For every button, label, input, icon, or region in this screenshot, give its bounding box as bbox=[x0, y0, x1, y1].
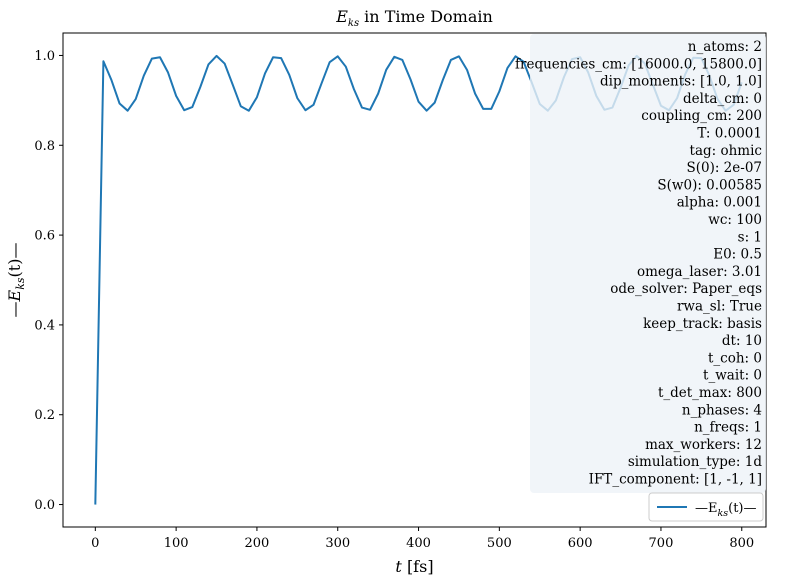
info-line: omega_laser: 3.01 bbox=[637, 264, 762, 280]
x-tick-label: 200 bbox=[245, 536, 270, 551]
info-line: T: 0.0001 bbox=[697, 126, 762, 142]
chart-title: Eks in Time Domain bbox=[335, 7, 493, 29]
x-tick-label: 500 bbox=[487, 536, 512, 551]
info-line: rwa_sl: True bbox=[677, 299, 762, 315]
info-line: simulation_type: 1d bbox=[628, 454, 763, 470]
x-axis-title: t [fs] bbox=[395, 557, 433, 576]
legend-label: —Eks(t)— bbox=[695, 501, 757, 519]
x-tick-label: 600 bbox=[568, 536, 593, 551]
x-axis-title-rest: [fs] bbox=[407, 557, 434, 576]
info-line: s: 1 bbox=[738, 229, 762, 245]
legend-label-rest: (t)— bbox=[728, 501, 756, 516]
x-tick-label: 0 bbox=[91, 536, 99, 551]
y-tick-label: 0.2 bbox=[34, 408, 55, 423]
title-rest: in Time Domain bbox=[359, 7, 493, 26]
info-line: n_freqs: 1 bbox=[694, 420, 762, 436]
info-line: IFT_component: [1, -1, 1] bbox=[589, 472, 762, 488]
title-sub: ks bbox=[348, 18, 359, 29]
legend-frame bbox=[648, 492, 764, 522]
y-axis-title-rest: (t)— bbox=[5, 243, 24, 278]
y-axis-title-pre: —E bbox=[5, 289, 24, 317]
info-line: keep_track: basis bbox=[643, 316, 762, 332]
info-line: tag: ohmic bbox=[690, 143, 762, 159]
info-line: n_phases: 4 bbox=[682, 402, 762, 418]
info-line: S(w0): 0.00585 bbox=[657, 177, 762, 193]
x-tick-label: 400 bbox=[406, 536, 431, 551]
legend: —Eks(t)— bbox=[648, 492, 764, 522]
x-axis-title-main: t bbox=[395, 557, 407, 576]
y-tick-label: 0.4 bbox=[34, 318, 55, 333]
y-axis-title: —Eks(t)— bbox=[5, 243, 27, 318]
info-line: dip_moments: [1.0, 1.0] bbox=[600, 74, 762, 90]
x-tick-label: 100 bbox=[164, 536, 189, 551]
info-line: n_atoms: 2 bbox=[688, 39, 762, 55]
info-line: delta_cm: 0 bbox=[683, 91, 762, 107]
x-tick-label: 800 bbox=[729, 536, 754, 551]
info-line: E0: 0.5 bbox=[713, 247, 762, 263]
y-tick-label: 1.0 bbox=[34, 49, 55, 64]
y-tick-label: 0.8 bbox=[34, 139, 55, 154]
info-line: alpha: 0.001 bbox=[677, 195, 762, 211]
info-line: coupling_cm: 200 bbox=[641, 108, 762, 124]
y-tick-label: 0.6 bbox=[34, 229, 55, 244]
title-main: E bbox=[335, 7, 348, 26]
x-axis: 0 100 200 300 400 500 600 700 800 bbox=[91, 527, 754, 551]
info-line: frequencies_cm: [16000.0, 15800.0] bbox=[515, 56, 762, 72]
legend-label-sub: ks bbox=[718, 508, 729, 519]
info-line: wc: 100 bbox=[708, 212, 762, 228]
legend-label-pre: —E bbox=[695, 501, 718, 516]
x-tick-label: 300 bbox=[325, 536, 350, 551]
info-line: max_workers: 12 bbox=[645, 437, 762, 453]
info-line: S(0): 2e-07 bbox=[686, 160, 762, 176]
info-line: t_coh: 0 bbox=[708, 350, 762, 366]
y-axis-title-sub: ks bbox=[14, 277, 27, 290]
info-box-background bbox=[530, 34, 766, 493]
info-line: dt: 10 bbox=[722, 333, 762, 349]
y-axis: 0.0 0.2 0.4 0.6 0.8 1.0 bbox=[34, 49, 63, 513]
info-line: t_wait: 0 bbox=[703, 368, 762, 384]
info-line: ode_solver: Paper_eqs bbox=[610, 281, 762, 297]
x-tick-label: 700 bbox=[649, 536, 674, 551]
y-tick-label: 0.0 bbox=[34, 498, 55, 513]
info-line: t_det_max: 800 bbox=[658, 385, 762, 401]
